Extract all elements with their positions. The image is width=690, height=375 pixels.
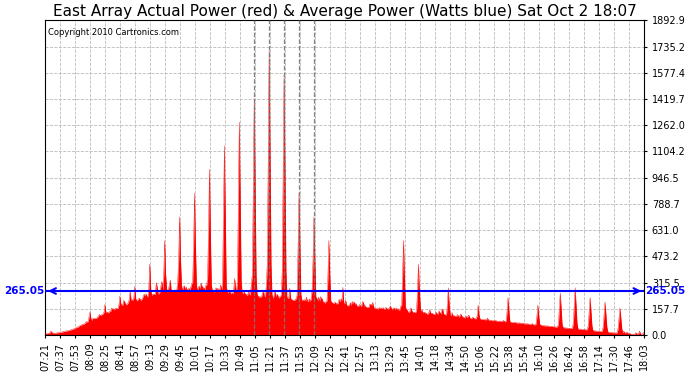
- Title: East Array Actual Power (red) & Average Power (Watts blue) Sat Oct 2 18:07: East Array Actual Power (red) & Average …: [53, 4, 637, 19]
- Text: 265.05: 265.05: [4, 286, 44, 296]
- Text: 265.05: 265.05: [645, 286, 685, 296]
- Text: Copyright 2010 Cartronics.com: Copyright 2010 Cartronics.com: [48, 28, 179, 37]
